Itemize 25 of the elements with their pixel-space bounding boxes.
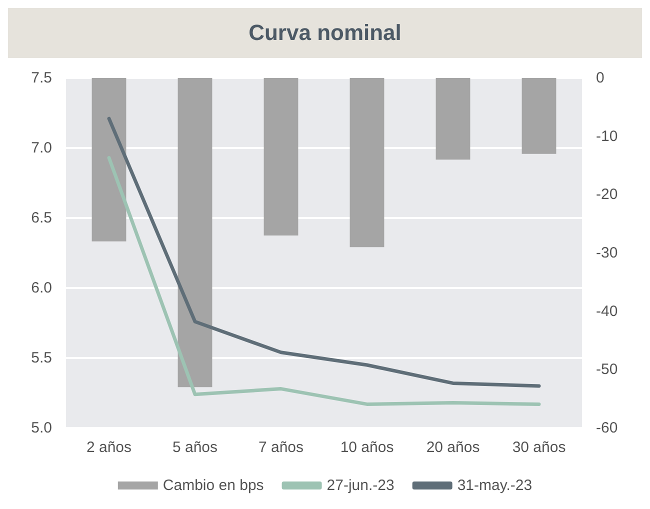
line-series xyxy=(107,156,541,406)
y-tick-label: 6.5 xyxy=(31,210,52,226)
y2-tick-label: -30 xyxy=(596,244,618,262)
y-tick-label: 6.0 xyxy=(31,280,52,296)
y-tick-label: 7.0 xyxy=(31,140,52,156)
y2-tick-label: 0 xyxy=(596,70,604,86)
legend-label: 27-jun.-23 xyxy=(326,477,394,494)
legend-label: Cambio en bps xyxy=(162,477,264,494)
x-tick-label: 10 años xyxy=(340,439,394,456)
legend-label: 31-may.-23 xyxy=(457,477,532,494)
x-tick-label: 2 años xyxy=(86,439,132,456)
y-tick-label: 7.5 xyxy=(31,70,52,86)
x-tick-label: 20 años xyxy=(426,439,480,456)
x-tick-label: 5 años xyxy=(172,439,218,456)
y2-tick-label: -50 xyxy=(596,361,618,378)
x-tick-label: 7 años xyxy=(258,439,304,456)
y2-tick-label: -40 xyxy=(596,302,618,320)
chart-title: Curva nominal xyxy=(8,8,642,58)
y-tick-label: 5.0 xyxy=(31,420,52,436)
y-tick-label: 5.5 xyxy=(31,350,52,366)
y2-tick-label: -10 xyxy=(596,128,618,145)
y2-tick-label: -20 xyxy=(596,186,618,204)
y2-tick-label: -60 xyxy=(596,420,618,436)
x-tick-label: 30 años xyxy=(512,439,566,456)
line-series xyxy=(107,116,541,388)
